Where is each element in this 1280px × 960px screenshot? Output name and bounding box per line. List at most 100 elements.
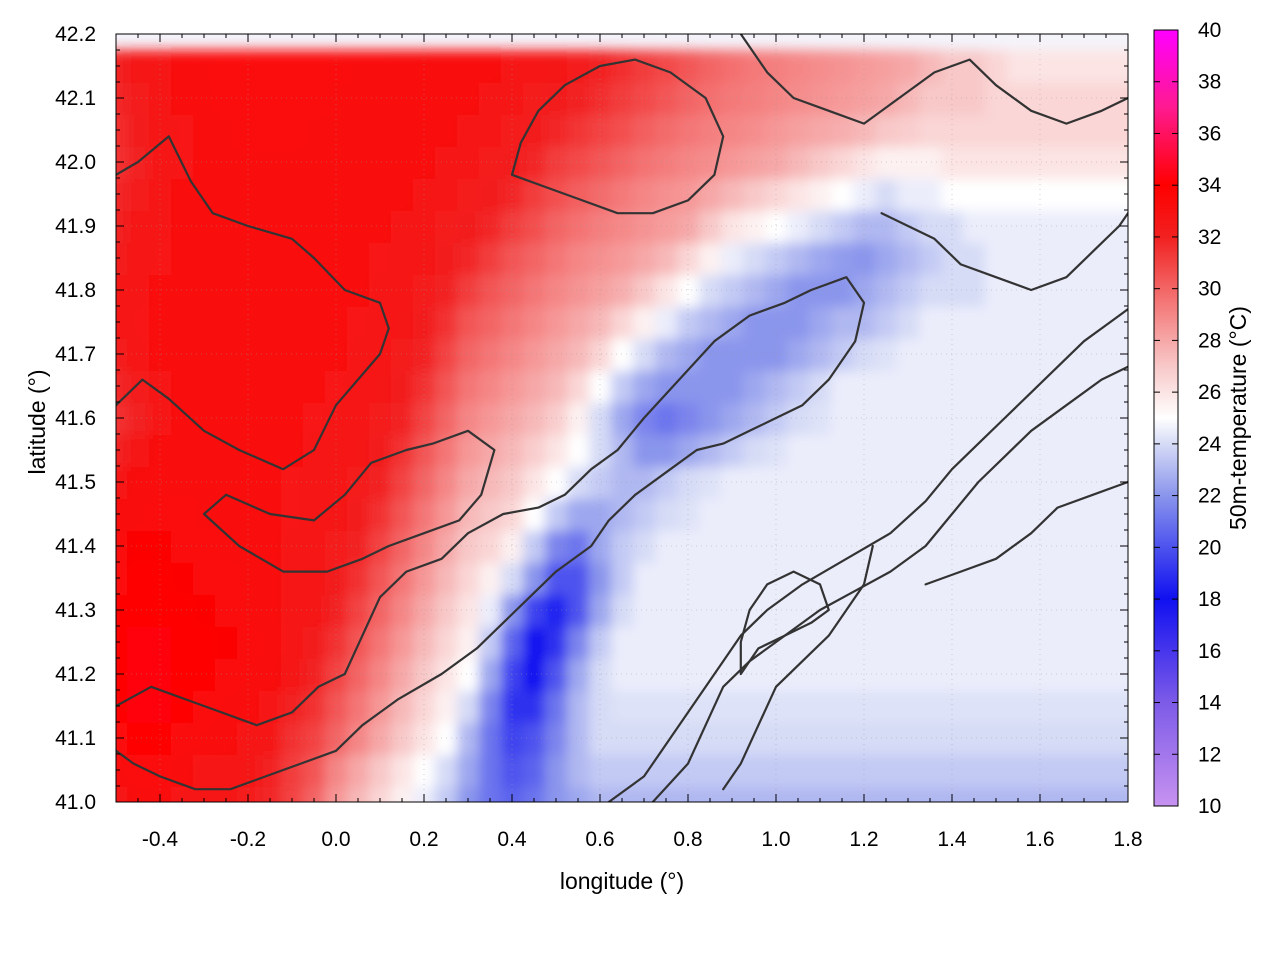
heatmap-cell [919, 242, 942, 275]
heatmap-cell [149, 530, 172, 563]
heatmap-cell [479, 690, 502, 723]
colorbar-tick-label: 34 [1198, 174, 1222, 197]
heatmap-cell [171, 722, 194, 755]
heatmap-cell [369, 146, 392, 179]
heatmap-cell [116, 562, 128, 595]
heatmap-cell [1029, 594, 1052, 627]
heatmap-cell [259, 434, 282, 467]
heatmap-cell [611, 178, 634, 211]
heatmap-cell [215, 466, 238, 499]
heatmap-cell [875, 82, 898, 115]
heatmap-cell [1117, 690, 1128, 723]
heatmap-cell [347, 114, 370, 147]
heatmap-cell [567, 402, 590, 435]
heatmap-cell [1095, 498, 1118, 531]
heatmap-cell [633, 434, 656, 467]
heatmap-cell [1095, 338, 1118, 371]
heatmap-cell [963, 786, 986, 802]
heatmap-cell [655, 434, 678, 467]
heatmap-cell [1095, 82, 1118, 115]
heatmap-cell [391, 498, 414, 531]
heatmap-cell [369, 50, 392, 83]
heatmap-cell [831, 370, 854, 403]
heatmap-cell [589, 530, 612, 563]
heatmap-cell [787, 242, 810, 275]
heatmap-cell [435, 82, 458, 115]
heatmap-cell [369, 210, 392, 243]
heatmap-cell [303, 146, 326, 179]
heatmap-cell [237, 754, 260, 787]
heatmap-cell [237, 370, 260, 403]
colorbar-tick-label: 32 [1198, 226, 1221, 249]
heatmap-cell [743, 626, 766, 659]
heatmap-cell [589, 82, 612, 115]
x-tick-label: 1.2 [849, 828, 878, 851]
heatmap-cell [655, 274, 678, 307]
heatmap-cell [347, 434, 370, 467]
heatmap-cell [479, 274, 502, 307]
heatmap-cell [259, 242, 282, 275]
heatmap-cell [567, 242, 590, 275]
heatmap-cell [1073, 82, 1096, 115]
heatmap-cell [963, 274, 986, 307]
heatmap-cell [699, 50, 722, 83]
heatmap-cell [633, 50, 656, 83]
heatmap-cell [435, 146, 458, 179]
heatmap-cell [149, 626, 172, 659]
heatmap-cell [985, 498, 1008, 531]
heatmap-cell [655, 146, 678, 179]
heatmap-cell [347, 242, 370, 275]
heatmap-cell [545, 690, 568, 723]
heatmap-cell [215, 658, 238, 691]
heatmap-cell [171, 306, 194, 339]
heatmap-cell [457, 562, 480, 595]
heatmap-cell [413, 690, 436, 723]
x-tick-label: 0.0 [321, 828, 350, 851]
heatmap-cell [479, 466, 502, 499]
heatmap-cell [325, 274, 348, 307]
heatmap-cell [281, 562, 304, 595]
heatmap-cell [1051, 786, 1074, 802]
heatmap-cell [1007, 722, 1030, 755]
heatmap-cell [457, 690, 480, 723]
heatmap-cell [655, 82, 678, 115]
heatmap-cell [149, 594, 172, 627]
heatmap-cell [985, 786, 1008, 802]
heatmap-cell [435, 530, 458, 563]
heatmap-cell [215, 434, 238, 467]
heatmap-cell [116, 498, 128, 531]
heatmap-cell [369, 626, 392, 659]
heatmap-cell [457, 146, 480, 179]
y-tick-label: 41.1 [55, 727, 96, 750]
heatmap-cell [743, 594, 766, 627]
heatmap-cell [611, 530, 634, 563]
heatmap-cell [743, 146, 766, 179]
heatmap-cell [501, 370, 524, 403]
colorbar-title: 50m-temperature (°C) [1225, 306, 1251, 530]
heatmap-cell [215, 50, 238, 83]
heatmap-cell [259, 274, 282, 307]
heatmap-cell [831, 402, 854, 435]
heatmap-cell [303, 274, 326, 307]
heatmap-cell [611, 754, 634, 787]
heatmap-cell [193, 754, 216, 787]
heatmap-cell [611, 50, 634, 83]
heatmap-cell [897, 178, 920, 211]
heatmap-cell [787, 498, 810, 531]
heatmap-cell [1029, 146, 1052, 179]
heatmap-cell [325, 338, 348, 371]
heatmap-cell [743, 338, 766, 371]
heatmap-cell [765, 210, 788, 243]
heatmap-cell [941, 658, 964, 691]
heatmap-cell [237, 658, 260, 691]
heatmap-cell [567, 530, 590, 563]
heatmap-cell [457, 754, 480, 787]
heatmap-cell [171, 498, 194, 531]
heatmap-cell [479, 210, 502, 243]
x-tick-label: 0.8 [673, 828, 702, 851]
heatmap-cell [457, 530, 480, 563]
heatmap-cell [1007, 210, 1030, 243]
heatmap-cell [831, 722, 854, 755]
heatmap-cell [809, 466, 832, 499]
heatmap-cell [281, 402, 304, 435]
